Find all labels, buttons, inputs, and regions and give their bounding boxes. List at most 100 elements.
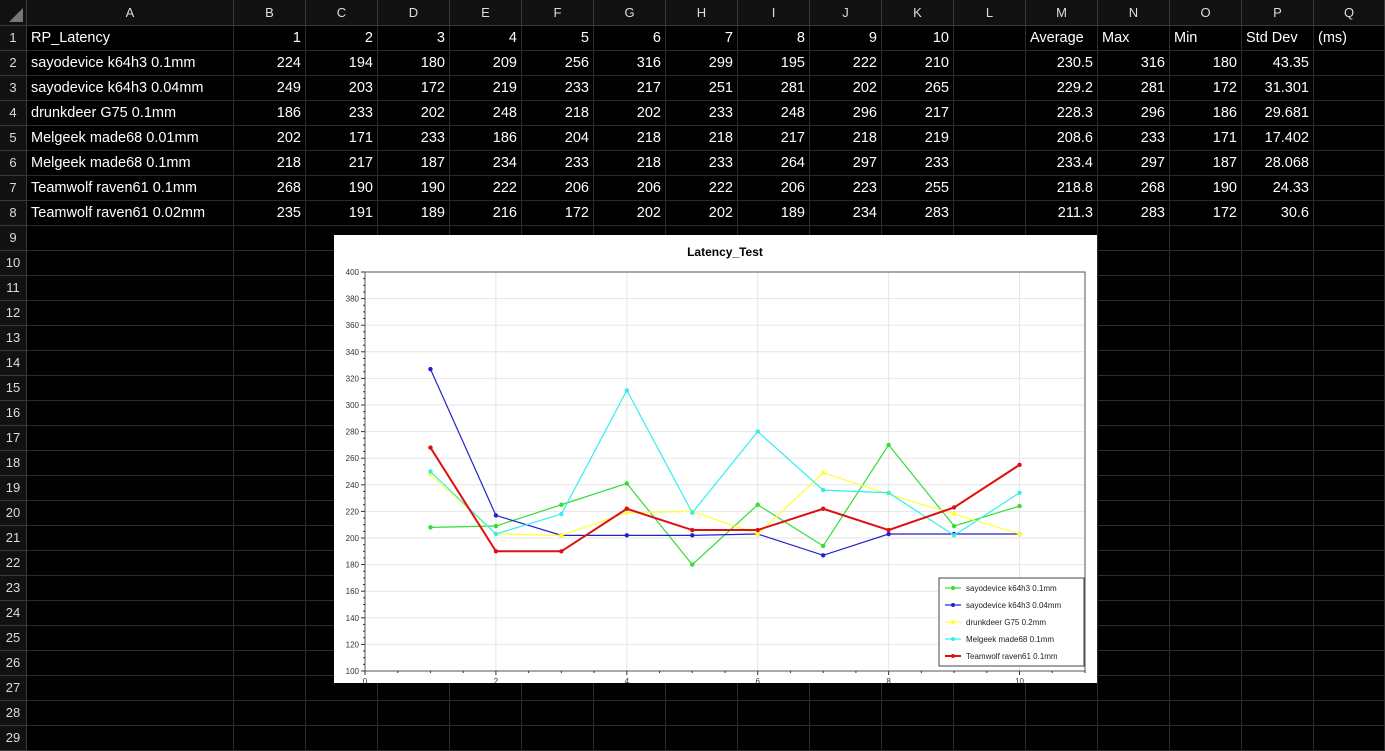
empty-cell[interactable] xyxy=(1314,251,1385,276)
empty-cell[interactable] xyxy=(234,501,306,526)
empty-cell[interactable] xyxy=(1098,476,1170,501)
empty-cell[interactable] xyxy=(27,651,234,676)
empty-cell[interactable] xyxy=(1314,451,1385,476)
empty-cell[interactable] xyxy=(378,701,450,726)
latency-value-cell[interactable]: 234 xyxy=(450,151,522,176)
empty-cell[interactable] xyxy=(27,701,234,726)
empty-cell[interactable] xyxy=(1314,226,1385,251)
empty-cell[interactable] xyxy=(1098,626,1170,651)
stat-value-cell[interactable]: 208.6 xyxy=(1026,126,1098,151)
latency-value-cell[interactable]: 186 xyxy=(450,126,522,151)
empty-cell[interactable] xyxy=(234,276,306,301)
empty-cell[interactable] xyxy=(882,701,954,726)
latency-value-cell[interactable]: 217 xyxy=(882,101,954,126)
empty-cell[interactable] xyxy=(27,551,234,576)
column-header-i[interactable]: I xyxy=(738,0,810,26)
stat-value-cell[interactable]: 297 xyxy=(1098,151,1170,176)
stat-value-cell[interactable]: 17.402 xyxy=(1242,126,1314,151)
row-header-8[interactable]: 8 xyxy=(0,201,27,226)
trial-header-cell[interactable]: 5 xyxy=(522,26,594,51)
latency-value-cell[interactable]: 187 xyxy=(378,151,450,176)
trial-header-cell[interactable]: 6 xyxy=(594,26,666,51)
device-name-cell[interactable]: Teamwolf raven61 0.1mm xyxy=(27,176,234,201)
empty-cell[interactable] xyxy=(27,501,234,526)
latency-value-cell[interactable]: 190 xyxy=(378,176,450,201)
latency-value-cell[interactable]: 172 xyxy=(522,201,594,226)
empty-cell[interactable] xyxy=(1098,701,1170,726)
empty-cell[interactable] xyxy=(1098,551,1170,576)
empty-cell[interactable] xyxy=(1314,626,1385,651)
empty-cell[interactable] xyxy=(1242,451,1314,476)
empty-cell[interactable] xyxy=(378,676,450,701)
row-header-27[interactable]: 27 xyxy=(0,676,27,701)
empty-cell[interactable] xyxy=(1314,176,1385,201)
empty-cell[interactable] xyxy=(1314,551,1385,576)
stat-value-cell[interactable]: 172 xyxy=(1170,76,1242,101)
latency-value-cell[interactable]: 233 xyxy=(306,101,378,126)
column-header-m[interactable]: M xyxy=(1026,0,1098,26)
row-header-3[interactable]: 3 xyxy=(0,76,27,101)
latency-value-cell[interactable]: 222 xyxy=(450,176,522,201)
latency-value-cell[interactable]: 218 xyxy=(594,126,666,151)
row-header-19[interactable]: 19 xyxy=(0,476,27,501)
empty-cell[interactable] xyxy=(234,326,306,351)
empty-cell[interactable] xyxy=(522,676,594,701)
column-header-e[interactable]: E xyxy=(450,0,522,26)
empty-cell[interactable] xyxy=(1170,626,1242,651)
empty-cell[interactable] xyxy=(27,301,234,326)
empty-cell[interactable] xyxy=(954,676,1026,701)
empty-cell[interactable] xyxy=(1170,651,1242,676)
empty-cell[interactable] xyxy=(1242,276,1314,301)
empty-cell[interactable] xyxy=(1098,726,1170,751)
latency-value-cell[interactable]: 223 xyxy=(810,176,882,201)
empty-cell[interactable] xyxy=(234,601,306,626)
column-header-g[interactable]: G xyxy=(594,0,666,26)
empty-cell[interactable] xyxy=(594,726,666,751)
latency-value-cell[interactable]: 222 xyxy=(810,51,882,76)
empty-cell[interactable] xyxy=(1314,151,1385,176)
stat-value-cell[interactable]: 229.2 xyxy=(1026,76,1098,101)
column-header-q[interactable]: Q xyxy=(1314,0,1385,26)
empty-cell[interactable] xyxy=(1170,451,1242,476)
empty-cell[interactable] xyxy=(1314,476,1385,501)
latency-value-cell[interactable]: 233 xyxy=(522,151,594,176)
device-name-cell[interactable]: sayodevice k64h3 0.1mm xyxy=(27,51,234,76)
latency-value-cell[interactable]: 202 xyxy=(594,101,666,126)
empty-cell[interactable] xyxy=(810,676,882,701)
empty-cell[interactable] xyxy=(1026,701,1098,726)
latency-value-cell[interactable]: 209 xyxy=(450,51,522,76)
empty-cell[interactable] xyxy=(1314,601,1385,626)
stat-value-cell[interactable]: 296 xyxy=(1098,101,1170,126)
empty-cell[interactable] xyxy=(234,351,306,376)
latency-value-cell[interactable]: 203 xyxy=(306,76,378,101)
empty-cell[interactable] xyxy=(1026,726,1098,751)
stat-value-cell[interactable]: 190 xyxy=(1170,176,1242,201)
row-header-21[interactable]: 21 xyxy=(0,526,27,551)
empty-cell[interactable] xyxy=(1314,51,1385,76)
latency-value-cell[interactable]: 206 xyxy=(594,176,666,201)
empty-cell[interactable] xyxy=(234,301,306,326)
stat-value-cell[interactable]: 230.5 xyxy=(1026,51,1098,76)
latency-value-cell[interactable]: 218 xyxy=(522,101,594,126)
row-header-13[interactable]: 13 xyxy=(0,326,27,351)
column-header-c[interactable]: C xyxy=(306,0,378,26)
empty-cell[interactable] xyxy=(1314,726,1385,751)
latency-value-cell[interactable]: 216 xyxy=(450,201,522,226)
latency-value-cell[interactable]: 206 xyxy=(738,176,810,201)
empty-cell[interactable] xyxy=(1314,401,1385,426)
empty-cell[interactable] xyxy=(666,701,738,726)
column-header-l[interactable]: L xyxy=(954,0,1026,26)
device-name-cell[interactable]: drunkdeer G75 0.1mm xyxy=(27,101,234,126)
empty-cell[interactable] xyxy=(234,401,306,426)
row-header-20[interactable]: 20 xyxy=(0,501,27,526)
empty-cell[interactable] xyxy=(27,426,234,451)
latency-value-cell[interactable]: 219 xyxy=(450,76,522,101)
empty-cell[interactable] xyxy=(1170,426,1242,451)
empty-cell[interactable] xyxy=(882,676,954,701)
row-header-29[interactable]: 29 xyxy=(0,726,27,751)
empty-cell[interactable] xyxy=(1314,376,1385,401)
empty-cell[interactable] xyxy=(1242,351,1314,376)
empty-cell[interactable] xyxy=(306,726,378,751)
empty-cell[interactable] xyxy=(1242,501,1314,526)
empty-cell[interactable] xyxy=(450,701,522,726)
